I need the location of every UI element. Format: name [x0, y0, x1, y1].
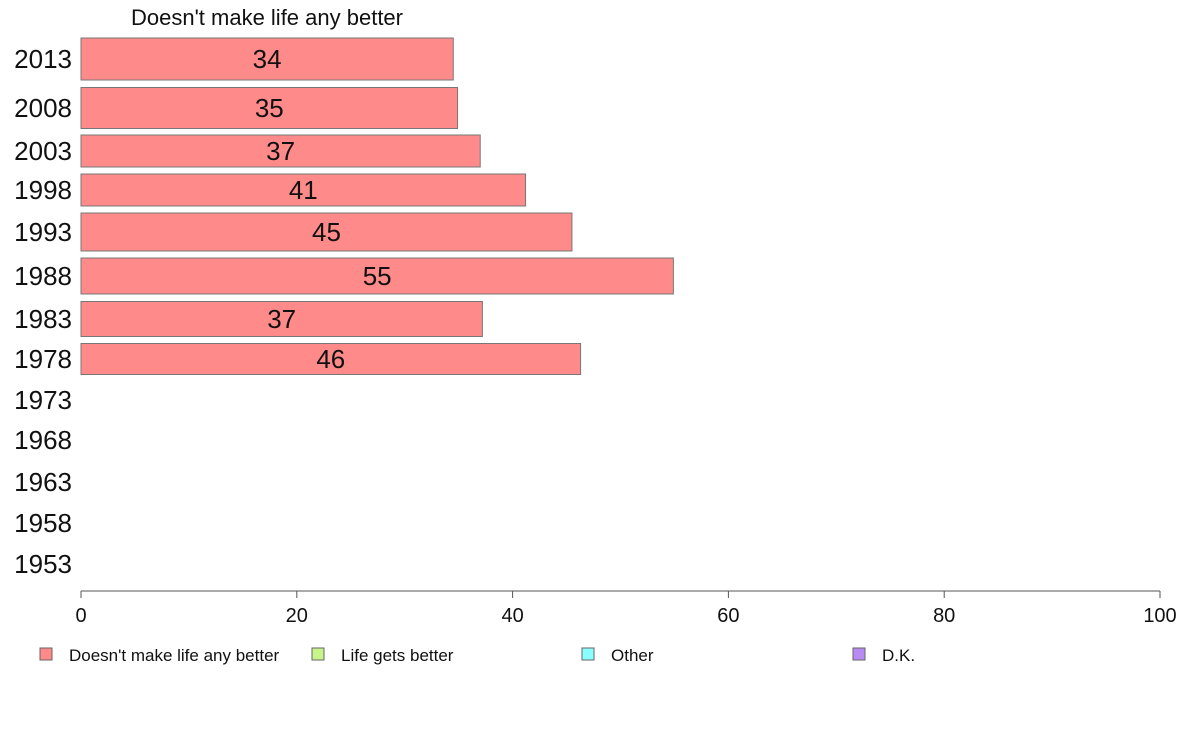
bar	[80, 257, 674, 295]
category-label: 1963	[14, 467, 72, 497]
legend-label: Life gets better	[341, 646, 454, 665]
category-labels: 2013 2008 2003 1998 1993 1988 1983 1978 1973 1968…	[14, 44, 72, 579]
bar-value-labels: 34 35 37 41 45 55 37 46	[253, 44, 392, 374]
category-label: 2013	[14, 44, 72, 74]
category-label: 1968	[14, 425, 72, 455]
category-label: 2008	[14, 93, 72, 123]
legend-swatch	[39, 647, 53, 661]
bar	[80, 212, 573, 252]
x-tick-label: 20	[286, 605, 308, 627]
legend: Doesn't make life any better Life gets be…	[39, 646, 915, 665]
category-label: 1983	[14, 304, 72, 334]
category-label: 2003	[14, 136, 72, 166]
x-tick-label: 80	[933, 605, 955, 627]
bar-value-label: 55	[363, 261, 392, 291]
bar-value-label: 35	[255, 93, 284, 123]
category-label: 1993	[14, 217, 72, 247]
bar	[80, 173, 527, 207]
bar	[80, 343, 582, 375]
legend-label: Doesn't make life any better	[69, 646, 280, 665]
category-label: 1978	[14, 344, 72, 374]
category-label: 1958	[14, 508, 72, 538]
bar	[80, 37, 454, 81]
chart-title: Doesn't make life any better	[131, 5, 403, 30]
legend-label: D.K.	[882, 646, 915, 665]
legend-label: Other	[611, 646, 654, 665]
bar-value-label: 41	[289, 175, 318, 205]
bars	[80, 37, 674, 375]
category-label: 1973	[14, 385, 72, 415]
category-label: 1953	[14, 549, 72, 579]
x-axis: 0 20 40 60 80 100	[75, 590, 1177, 627]
legend-swatch	[311, 647, 325, 661]
category-label: 1988	[14, 261, 72, 291]
legend-swatch	[581, 647, 595, 661]
bar-value-label: 37	[266, 136, 295, 166]
bar	[80, 87, 459, 129]
bar-value-label: 45	[312, 217, 341, 247]
bar-value-label: 34	[253, 44, 282, 74]
x-tick-label: 0	[75, 605, 86, 627]
bar	[80, 301, 483, 337]
x-tick-label: 40	[501, 605, 523, 627]
legend-swatch	[852, 647, 866, 661]
bar	[80, 134, 481, 168]
x-tick-label: 60	[717, 605, 739, 627]
category-label: 1998	[14, 175, 72, 205]
x-tick-label: 100	[1143, 605, 1176, 627]
bar-value-label: 37	[267, 304, 296, 334]
bar-value-label: 46	[316, 344, 345, 374]
